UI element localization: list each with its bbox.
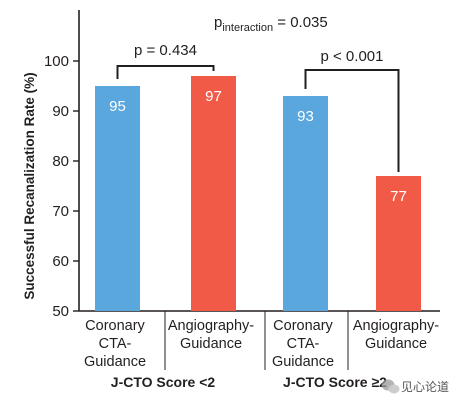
- watermark-text: 见心论道: [401, 380, 449, 394]
- x-tick-label: Guidance: [180, 336, 242, 352]
- bar: [95, 86, 140, 311]
- bar: [191, 76, 236, 311]
- bar-value-label: 93: [297, 108, 314, 125]
- y-tick-label: 90: [52, 103, 69, 120]
- p-value-label: p = 0.434: [134, 42, 197, 59]
- x-tick-label: Coronary: [85, 318, 145, 334]
- significance-bracket: [116, 65, 215, 79]
- bar-value-label: 97: [205, 88, 222, 105]
- group-label: J-CTO Score <2: [111, 374, 216, 390]
- x-tick-label: Guidance: [365, 336, 427, 352]
- y-tick-label: 50: [52, 303, 69, 320]
- wechat-icon: [381, 379, 400, 394]
- bar-value-label: 77: [390, 188, 407, 205]
- group-label: J-CTO Score ≥2: [283, 374, 387, 390]
- y-tick-label: 100: [44, 53, 69, 70]
- x-tick-label: CTA-: [287, 336, 320, 352]
- y-tick-label: 70: [52, 203, 69, 220]
- x-tick-label: Angiography-: [168, 318, 254, 334]
- bar: [376, 176, 421, 311]
- y-axis-title: Successful Recanalization Rate (%): [22, 72, 37, 299]
- x-tick-label: Guidance: [272, 354, 334, 370]
- significance-bracket: [304, 69, 400, 172]
- x-tick-label: Guidance: [84, 354, 146, 370]
- x-tick-label: Coronary: [273, 318, 333, 334]
- y-tick-label: 60: [52, 253, 69, 270]
- bar-value-label: 95: [109, 98, 126, 115]
- x-tick-label: Angiography-: [353, 318, 439, 334]
- y-tick-label: 80: [52, 153, 69, 170]
- interaction-p-annotation: pinteraction = 0.035: [214, 14, 328, 34]
- bar: [283, 96, 328, 311]
- p-value-label: p < 0.001: [321, 48, 384, 65]
- x-tick-label: CTA-: [99, 336, 132, 352]
